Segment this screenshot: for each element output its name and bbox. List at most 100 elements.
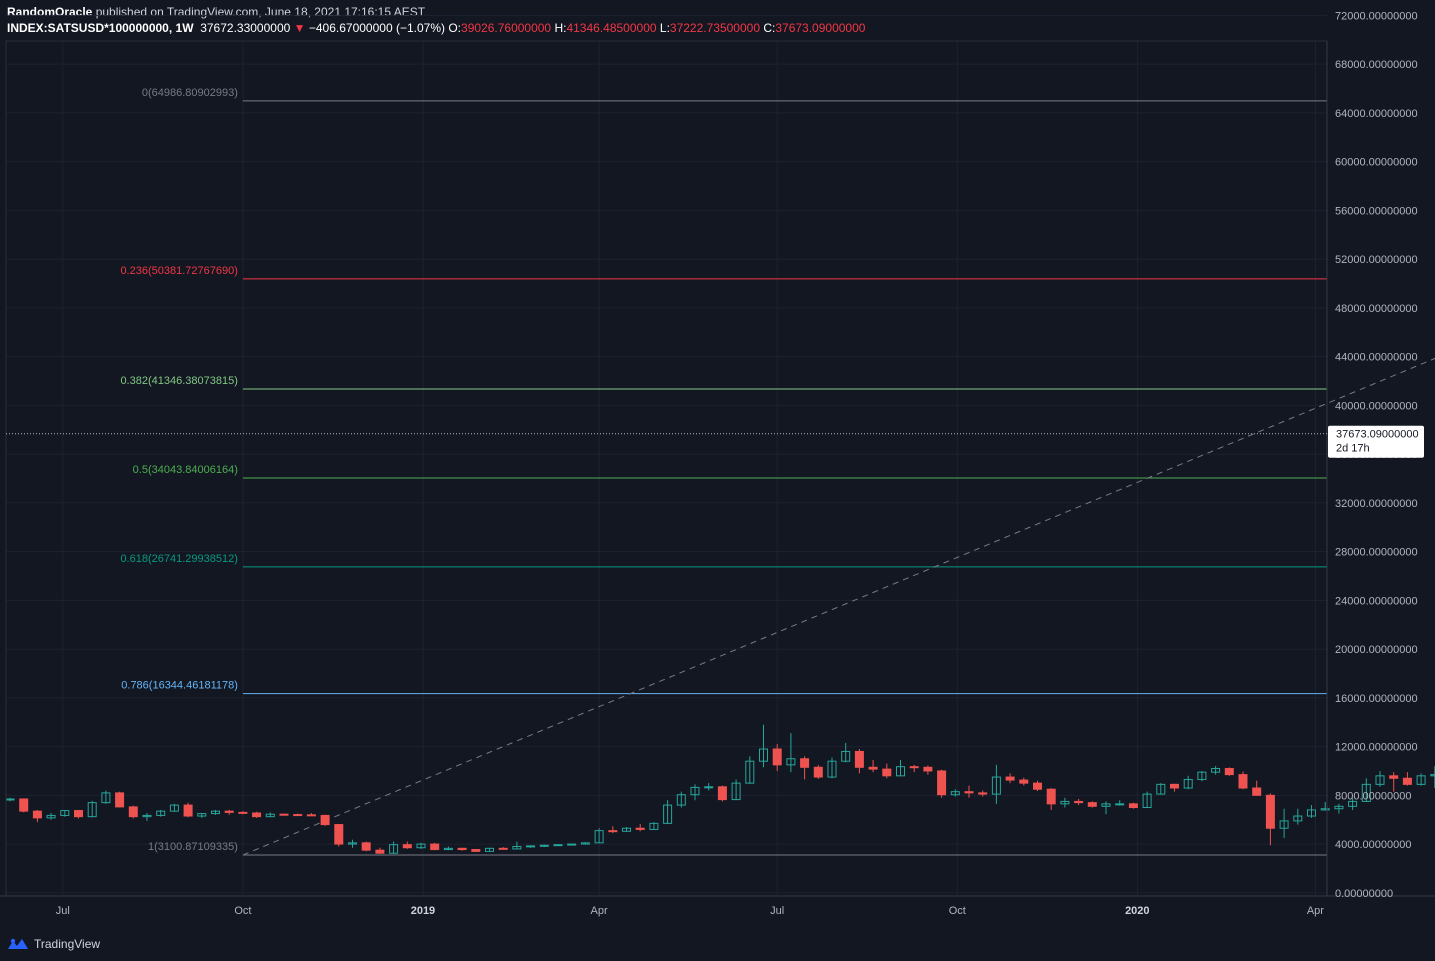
y-tick-label: 0.00000000 [1335, 888, 1393, 900]
candle-body [1019, 779, 1029, 784]
candle-body [498, 847, 508, 850]
candle-body [320, 814, 330, 826]
candle-body [74, 810, 83, 818]
last-price-tag [1328, 425, 1424, 458]
candle-body [1265, 794, 1275, 829]
y-tick-label: 24000.00000000 [1335, 595, 1418, 607]
candle-body [183, 804, 193, 817]
candle-body [1101, 803, 1111, 807]
y-tick-label: 16000.00000000 [1335, 693, 1418, 705]
candle-body [5, 798, 15, 801]
open-label: O: [448, 21, 462, 35]
candle-body [731, 782, 741, 801]
candle-body [896, 766, 905, 777]
candle-body [1060, 800, 1070, 805]
candle-body [717, 786, 727, 801]
candle-body [1252, 787, 1262, 796]
candle-body [1307, 809, 1316, 817]
candle-body [1115, 803, 1125, 806]
candle-body [1389, 775, 1399, 779]
x-tick-label: Apr [591, 905, 608, 917]
fib-level-label: 0.5(34043.84006164) [133, 464, 238, 476]
candle-body [704, 786, 714, 789]
symbol-label[interactable]: INDEX:SATSUSD*100000000, 1W [7, 21, 194, 35]
candle-body [169, 804, 179, 812]
fib-retracement: 0(64986.80902993) 0.236(50381.72767690) 0.… [120, 87, 1435, 856]
candle-body [211, 810, 220, 815]
candle-body [1293, 815, 1303, 822]
high-label: H: [554, 21, 567, 35]
candle-body [471, 849, 481, 852]
low-value: 37222.73500000 [669, 21, 760, 35]
chart-axes: 72000.00000000 68000.00000000 64000.000000… [0, 10, 1435, 917]
candle-body [265, 813, 275, 818]
candle-body [690, 786, 700, 796]
candle-body [622, 827, 631, 832]
y-tick-label: 28000.00000000 [1335, 547, 1418, 559]
candle-body [293, 814, 303, 817]
candle-body [991, 776, 1001, 795]
x-tick-label: Apr [1307, 905, 1324, 917]
candle-body [759, 748, 768, 762]
candle-body [1197, 771, 1207, 780]
candle-body [1348, 800, 1358, 807]
x-tick-label: Jul [56, 905, 70, 917]
down-arrow-icon: ▼ [293, 21, 306, 35]
fib-level-label: 0.382(41346.38073815) [120, 375, 237, 387]
last-price-label: 37673.09000000 [1336, 429, 1419, 441]
candle-body [786, 758, 796, 766]
candle-body [512, 846, 522, 850]
candle-body [937, 770, 947, 796]
candle-body [1046, 788, 1056, 805]
fib-level-label: 0.236(50381.72767690) [120, 265, 237, 277]
bar-countdown-label: 2d 17h [1336, 443, 1370, 455]
y-tick-label: 40000.00000000 [1335, 400, 1418, 412]
candle-body [1416, 775, 1426, 785]
candle-body [1033, 782, 1042, 790]
high-value: 41346.48500000 [566, 21, 657, 35]
candle-body [841, 750, 851, 762]
candle-body [1224, 768, 1234, 776]
close-label: C: [763, 21, 776, 35]
low-label: L: [659, 21, 670, 35]
candle-body [252, 812, 262, 818]
footer-brand-label: TradingView [34, 937, 101, 951]
candle-body [1334, 805, 1344, 810]
candle-body [800, 758, 810, 768]
candle-body [402, 844, 412, 849]
candle-body [101, 792, 111, 804]
y-tick-label: 12000.00000000 [1335, 742, 1418, 754]
candle-body [1170, 783, 1179, 789]
candle-body [594, 830, 604, 844]
candle-body [567, 843, 577, 846]
close-value: 37673.09000000 [775, 21, 866, 35]
candle-body [1156, 783, 1166, 795]
candle-body [32, 810, 42, 819]
y-tick-label: 52000.00000000 [1335, 254, 1418, 266]
candle-body [142, 814, 152, 818]
x-tick-label: Oct [949, 905, 966, 917]
candle-body [1238, 774, 1248, 789]
candle-body [60, 810, 70, 816]
candle-body [854, 750, 864, 768]
candle-body [649, 822, 659, 830]
candle-body [457, 847, 467, 851]
x-tick-label: 2019 [411, 905, 435, 917]
footer-brand[interactable]: TradingView [6, 937, 100, 951]
candle-body [115, 792, 125, 808]
candle-body [430, 843, 440, 851]
candle-body [539, 844, 549, 847]
candle-body [553, 844, 563, 847]
candle-body [238, 811, 248, 814]
candle-body [1005, 776, 1015, 781]
candle-body [964, 791, 974, 794]
candle-body [1361, 783, 1371, 802]
candle-body [526, 845, 536, 848]
candle-body [1128, 803, 1138, 809]
candle-body [923, 766, 933, 772]
y-tick-label: 48000.00000000 [1335, 303, 1418, 315]
legend-line: INDEX:SATSUSD*100000000, 1W 37672.330000… [7, 20, 1435, 36]
candle-body [1402, 777, 1412, 785]
candle-body [361, 842, 371, 851]
